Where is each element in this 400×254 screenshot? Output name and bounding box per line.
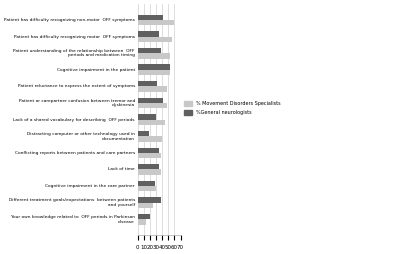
Bar	[138, 164, 159, 169]
Bar	[138, 31, 159, 37]
Bar	[138, 120, 165, 125]
Bar	[138, 81, 157, 86]
Bar	[138, 103, 167, 108]
Bar	[138, 98, 164, 103]
Bar	[138, 131, 149, 136]
Bar	[138, 86, 167, 92]
Legend: % Movement Disorders Specialists, %General neurologists: % Movement Disorders Specialists, %Gener…	[184, 100, 281, 116]
Bar	[138, 53, 170, 58]
Bar	[138, 70, 170, 75]
Bar	[138, 169, 161, 175]
Bar	[138, 136, 162, 141]
Bar	[138, 114, 156, 120]
Bar	[138, 219, 146, 225]
Bar	[138, 37, 172, 42]
Bar	[138, 20, 174, 25]
Bar	[138, 181, 156, 186]
Bar	[138, 48, 161, 53]
Bar	[138, 153, 161, 158]
Bar	[138, 186, 156, 192]
Bar	[138, 15, 164, 20]
Bar	[138, 203, 153, 208]
Bar	[138, 148, 159, 153]
Bar	[138, 65, 170, 70]
Bar	[138, 197, 161, 203]
Bar	[138, 214, 150, 219]
